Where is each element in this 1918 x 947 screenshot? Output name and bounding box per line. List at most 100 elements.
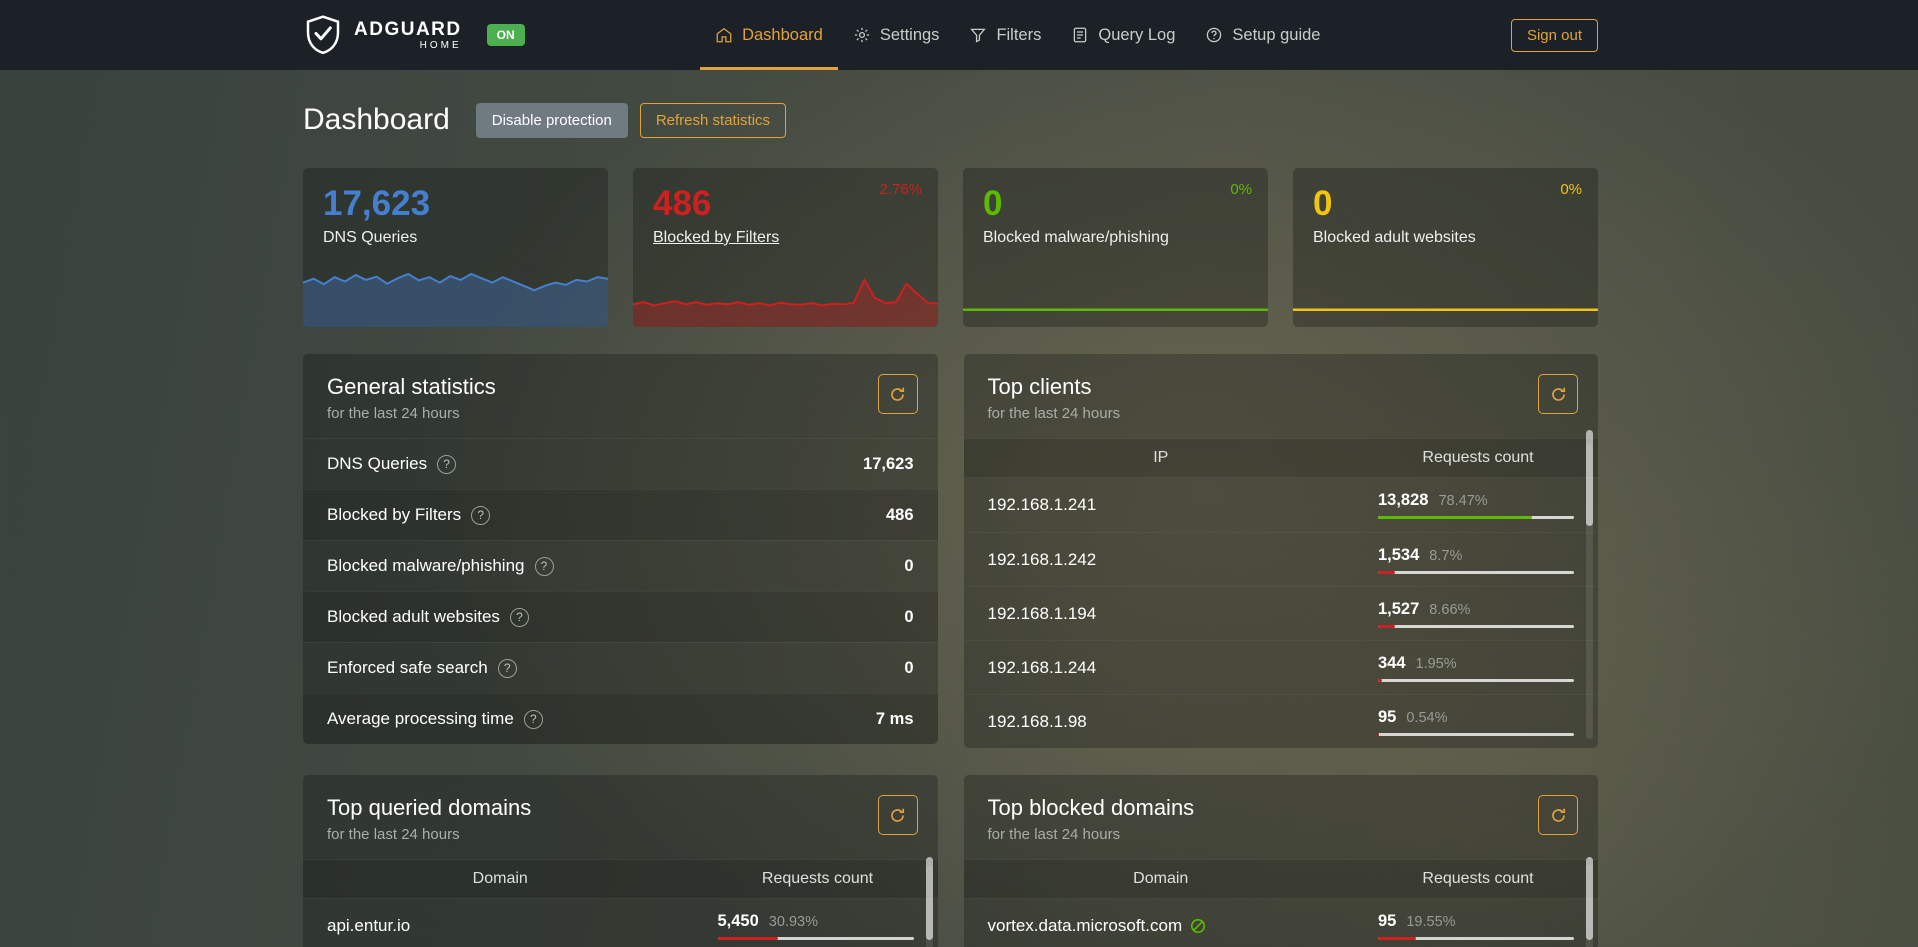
funnel-icon [970, 28, 987, 43]
navbar: ADGUARD HOME ON Dashboard Settings Filte… [0, 0, 1918, 70]
refresh-icon [1551, 808, 1565, 822]
stat-card-blocked-adult: 0% 0 Blocked adult websites [1293, 168, 1598, 327]
client-ip[interactable]: 192.168.1.98 [987, 711, 1087, 731]
scrollbar-thumb[interactable] [925, 857, 933, 940]
column-header-requests-count[interactable]: Requests count [1422, 870, 1534, 887]
dns-queries-sparkline [303, 253, 608, 327]
disable-protection-button[interactable]: Disable protection [475, 102, 628, 138]
top-clients-card: Top clients for the last 24 hours IP Req… [963, 354, 1599, 748]
brand-subtitle: HOME [419, 40, 462, 51]
column-header-requests-count[interactable]: Requests count [1422, 449, 1534, 466]
domain-name[interactable]: vortex.data.microsoft.com [987, 916, 1183, 935]
progress-bar [1378, 732, 1574, 736]
dashboard-house-icon [716, 27, 732, 43]
requests-percent: 0.54% [1406, 709, 1448, 726]
stat-label: Blocked adult websites [1313, 229, 1476, 246]
scrollbar-thumb[interactable] [1586, 857, 1593, 940]
requests-percent: 8.7% [1429, 547, 1463, 564]
domain-row: api.entur.io 5,450 30.93% [303, 899, 938, 947]
progress-bar [1378, 678, 1574, 682]
client-row: 192.168.1.241 13,828 78.47% [964, 478, 1599, 532]
main-nav: Dashboard Settings Filters Query Log Set… [700, 0, 1335, 70]
stats-row: Blocked malware/phishing? 0 [303, 540, 938, 591]
stat-card-blocked-malware: 0% 0 Blocked malware/phishing [963, 168, 1268, 327]
protection-status-badge: ON [486, 24, 525, 46]
client-ip[interactable]: 192.168.1.194 [987, 603, 1097, 623]
stat-card-dns-queries: 17,623 DNS Queries [303, 168, 608, 327]
refresh-icon [891, 387, 905, 401]
card-title: Top blocked domains [987, 795, 1195, 820]
client-ip[interactable]: 192.168.1.242 [987, 549, 1097, 569]
stats-row: DNS Queries? 17,623 [303, 438, 938, 489]
blocked-filters-sparkline [633, 253, 938, 327]
stats-row-label: Blocked by Filters [327, 505, 462, 524]
card-title: General statistics [327, 374, 496, 399]
column-header-requests-count[interactable]: Requests count [761, 870, 874, 887]
blocked-by-filters-link[interactable]: Blocked by Filters [653, 229, 780, 246]
refresh-statistics-button[interactable]: Refresh statistics [639, 102, 787, 138]
scrollbar-thumb[interactable] [1586, 430, 1593, 526]
requests-percent: 1.95% [1415, 655, 1457, 672]
column-header-domain[interactable]: Domain [1133, 870, 1189, 887]
progress-bar [1378, 937, 1574, 940]
stat-label: DNS Queries [323, 229, 418, 246]
page-header: Dashboard Disable protection Refresh sta… [303, 98, 1598, 142]
stat-percent: 2.76% [879, 181, 922, 198]
page-title: Dashboard [303, 103, 450, 136]
nav-item-dashboard[interactable]: Dashboard [700, 0, 838, 70]
card-title: Top clients [987, 374, 1092, 399]
blocked-adult-sparkline [1293, 253, 1598, 327]
stats-row-label: Blocked adult websites [327, 607, 500, 626]
client-ip[interactable]: 192.168.1.241 [987, 495, 1097, 514]
top-queried-domains-card: Top queried domains for the last 24 hour… [303, 775, 938, 947]
requests-percent: 30.93% [768, 914, 818, 930]
progress-bar [1378, 516, 1574, 519]
stat-percent: 0% [1230, 181, 1252, 198]
brand: ADGUARD HOME ON [303, 14, 525, 56]
nav-item-setup-guide[interactable]: Setup guide [1190, 0, 1335, 70]
requests-percent: 19.55% [1406, 914, 1456, 930]
card-subtitle: for the last 24 hours [327, 405, 460, 422]
column-header-ip[interactable]: IP [1153, 449, 1169, 466]
column-header-domain[interactable]: Domain [472, 870, 528, 887]
help-icon: ? [509, 607, 529, 627]
client-ip[interactable]: 192.168.1.244 [987, 657, 1097, 677]
stats-row-value: 0 [904, 556, 914, 575]
stat-card-blocked-by-filters: 2.76% 486 Blocked by Filters [633, 168, 938, 327]
table-header: Domain Requests count [303, 859, 938, 899]
client-row: 192.168.1.244 344 1.95% [963, 640, 1598, 694]
help-icon: ? [471, 505, 491, 525]
progress-bar [717, 937, 914, 940]
progress-bar [1378, 624, 1574, 628]
stats-row-value: 17,623 [863, 454, 914, 473]
blocked-malware-sparkline [963, 253, 1268, 327]
nav-label: Dashboard [742, 25, 823, 44]
brand-name: ADGUARD [354, 19, 462, 40]
refresh-top-clients-button[interactable] [1538, 374, 1578, 414]
table-header: Domain Requests count [963, 859, 1598, 899]
stat-cards: 17,623 DNS Queries 2.76% 486 Blocked by … [303, 168, 1598, 327]
refresh-top-queried-button[interactable] [877, 795, 918, 835]
stats-row-value: 486 [885, 505, 914, 524]
refresh-general-statistics-button[interactable] [877, 374, 918, 414]
stats-row-value: 7 ms [875, 709, 914, 728]
requests-count: 13,828 [1378, 491, 1429, 509]
domain-name[interactable]: api.entur.io [327, 916, 411, 935]
stats-row: Blocked adult websites? 0 [303, 591, 938, 642]
nav-item-filters[interactable]: Filters [954, 0, 1056, 70]
stat-value: 17,623 [323, 184, 431, 223]
sign-out-button[interactable]: Sign out [1510, 18, 1598, 52]
requests-count: 344 [1378, 653, 1406, 672]
requests-count: 1,534 [1378, 545, 1420, 564]
stats-row-value: 0 [904, 658, 914, 677]
stat-label: Blocked malware/phishing [983, 229, 1169, 246]
nav-item-query-log[interactable]: Query Log [1056, 0, 1190, 70]
stats-row-value: 0 [904, 607, 914, 626]
help-circle-icon [1207, 27, 1222, 43]
scrollbar-track [1586, 444, 1593, 739]
stats-row-label: Enforced safe search [327, 658, 488, 677]
gear-icon [854, 27, 869, 43]
help-icon: ? [437, 454, 457, 474]
nav-item-settings[interactable]: Settings [838, 0, 955, 70]
refresh-top-blocked-button[interactable] [1538, 795, 1578, 835]
